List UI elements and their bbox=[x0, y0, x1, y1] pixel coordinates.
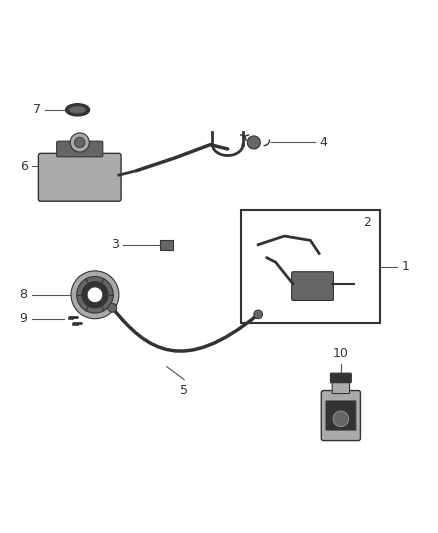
Text: 1: 1 bbox=[402, 260, 410, 273]
FancyBboxPatch shape bbox=[321, 391, 360, 441]
Text: 3: 3 bbox=[111, 238, 119, 251]
Circle shape bbox=[74, 137, 85, 148]
FancyBboxPatch shape bbox=[325, 400, 356, 431]
Text: 7: 7 bbox=[32, 103, 41, 116]
Ellipse shape bbox=[69, 106, 86, 114]
Circle shape bbox=[71, 271, 119, 319]
Text: 5: 5 bbox=[180, 384, 188, 397]
Bar bbox=[241, 210, 380, 323]
FancyBboxPatch shape bbox=[57, 141, 103, 157]
Circle shape bbox=[254, 310, 262, 319]
FancyBboxPatch shape bbox=[330, 373, 351, 383]
Text: 8: 8 bbox=[20, 288, 28, 301]
Text: 9: 9 bbox=[20, 312, 28, 325]
Circle shape bbox=[70, 133, 89, 152]
FancyBboxPatch shape bbox=[39, 154, 121, 201]
Ellipse shape bbox=[66, 104, 89, 116]
Text: 10: 10 bbox=[333, 347, 349, 360]
Circle shape bbox=[108, 303, 117, 312]
Circle shape bbox=[82, 282, 108, 308]
Circle shape bbox=[247, 136, 260, 149]
FancyBboxPatch shape bbox=[332, 381, 350, 393]
Circle shape bbox=[333, 411, 349, 426]
Circle shape bbox=[77, 277, 113, 313]
Circle shape bbox=[87, 287, 103, 303]
FancyBboxPatch shape bbox=[292, 272, 333, 301]
Text: 2: 2 bbox=[364, 216, 371, 229]
Bar bbox=[160, 239, 173, 250]
Text: 6: 6 bbox=[20, 160, 28, 173]
Text: 4: 4 bbox=[319, 136, 327, 149]
